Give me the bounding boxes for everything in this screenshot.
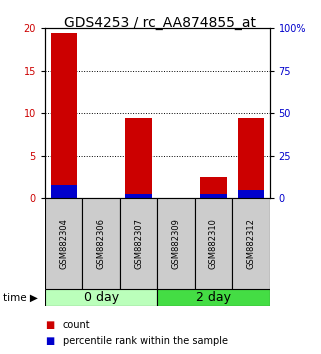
Bar <box>200 194 227 198</box>
Bar <box>157 198 195 289</box>
Bar <box>200 177 227 198</box>
Text: GSM882306: GSM882306 <box>97 218 106 269</box>
Text: time ▶: time ▶ <box>3 292 38 302</box>
Bar <box>51 33 77 198</box>
Text: percentile rank within the sample: percentile rank within the sample <box>63 336 228 346</box>
Bar <box>45 198 82 289</box>
Bar <box>195 198 232 289</box>
Bar <box>51 185 77 198</box>
Bar <box>120 198 157 289</box>
Text: ■: ■ <box>45 320 54 330</box>
Bar <box>45 289 157 306</box>
Text: count: count <box>63 320 90 330</box>
Bar <box>126 118 152 198</box>
Text: 0 day: 0 day <box>83 291 119 304</box>
Text: GSM882312: GSM882312 <box>247 218 256 269</box>
Text: GSM882310: GSM882310 <box>209 218 218 269</box>
Bar <box>157 289 270 306</box>
Text: GSM882304: GSM882304 <box>59 218 68 269</box>
Text: ■: ■ <box>45 336 54 346</box>
Bar <box>238 118 264 198</box>
Bar <box>82 198 120 289</box>
Text: GSM882307: GSM882307 <box>134 218 143 269</box>
Text: 2 day: 2 day <box>196 291 231 304</box>
Bar <box>126 194 152 198</box>
Bar <box>238 190 264 198</box>
Bar <box>232 198 270 289</box>
Text: GDS4253 / rc_AA874855_at: GDS4253 / rc_AA874855_at <box>65 16 256 30</box>
Text: GSM882309: GSM882309 <box>171 218 180 269</box>
